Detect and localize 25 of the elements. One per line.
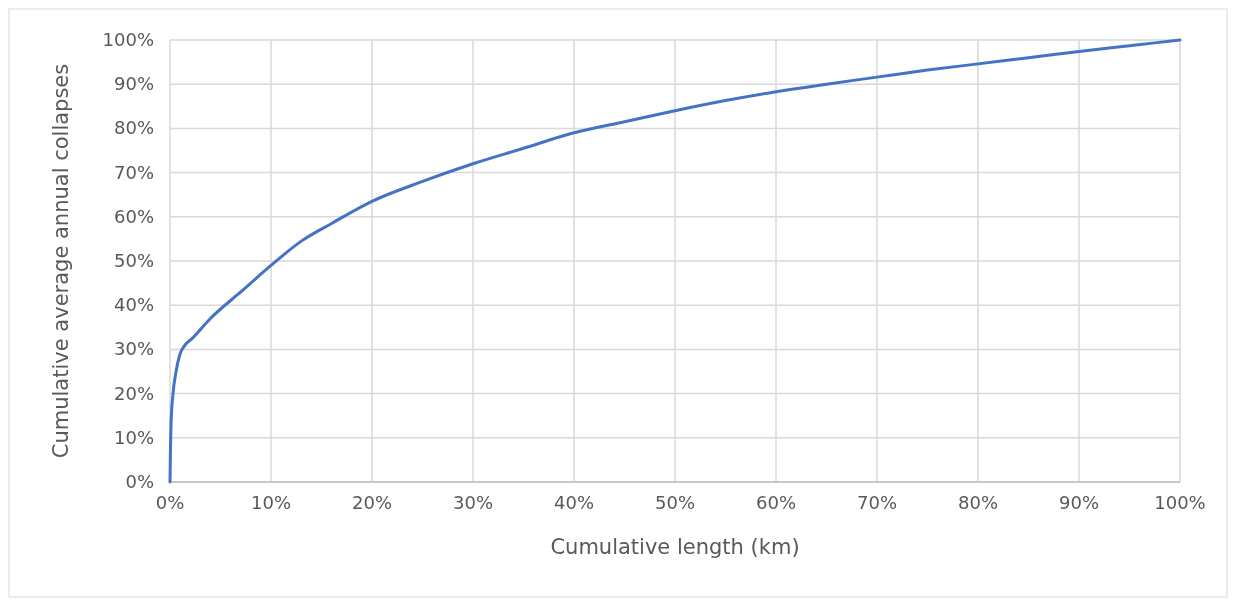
y-tick-label: 40% — [113, 294, 154, 316]
y-tick-label: 70% — [113, 161, 154, 183]
y-axis-title: Cumulative average annual collapses — [49, 63, 73, 459]
x-tick-label: 50% — [654, 492, 696, 513]
y-tick-label: 20% — [113, 382, 154, 404]
x-tick-label: 60% — [755, 492, 797, 513]
line-series — [168, 38, 1182, 484]
x-axis-title: Cumulative length (km) — [550, 535, 800, 559]
y-tick-label: 80% — [113, 117, 154, 139]
y-tick-label: 10% — [113, 426, 154, 448]
y-tick-label: 0% — [125, 471, 154, 492]
x-tick-label: 80% — [957, 492, 999, 513]
x-tick-label: 10% — [250, 492, 292, 513]
x-tick-label: 70% — [856, 492, 898, 513]
y-tick-label: 30% — [113, 338, 154, 360]
x-tick-label: 0% — [155, 492, 185, 513]
y-tick-label: 90% — [113, 73, 154, 95]
y-tick-label: 60% — [113, 205, 154, 227]
y-tick-label: 50% — [113, 250, 154, 271]
x-tick-label: 20% — [351, 492, 393, 513]
x-tick-label: 30% — [452, 492, 494, 513]
x-tick-label: 90% — [1058, 492, 1100, 513]
x-tick-label: 40% — [553, 492, 595, 513]
x-tick-label: 100% — [1154, 492, 1206, 513]
y-tick-label: 100% — [102, 29, 154, 50]
